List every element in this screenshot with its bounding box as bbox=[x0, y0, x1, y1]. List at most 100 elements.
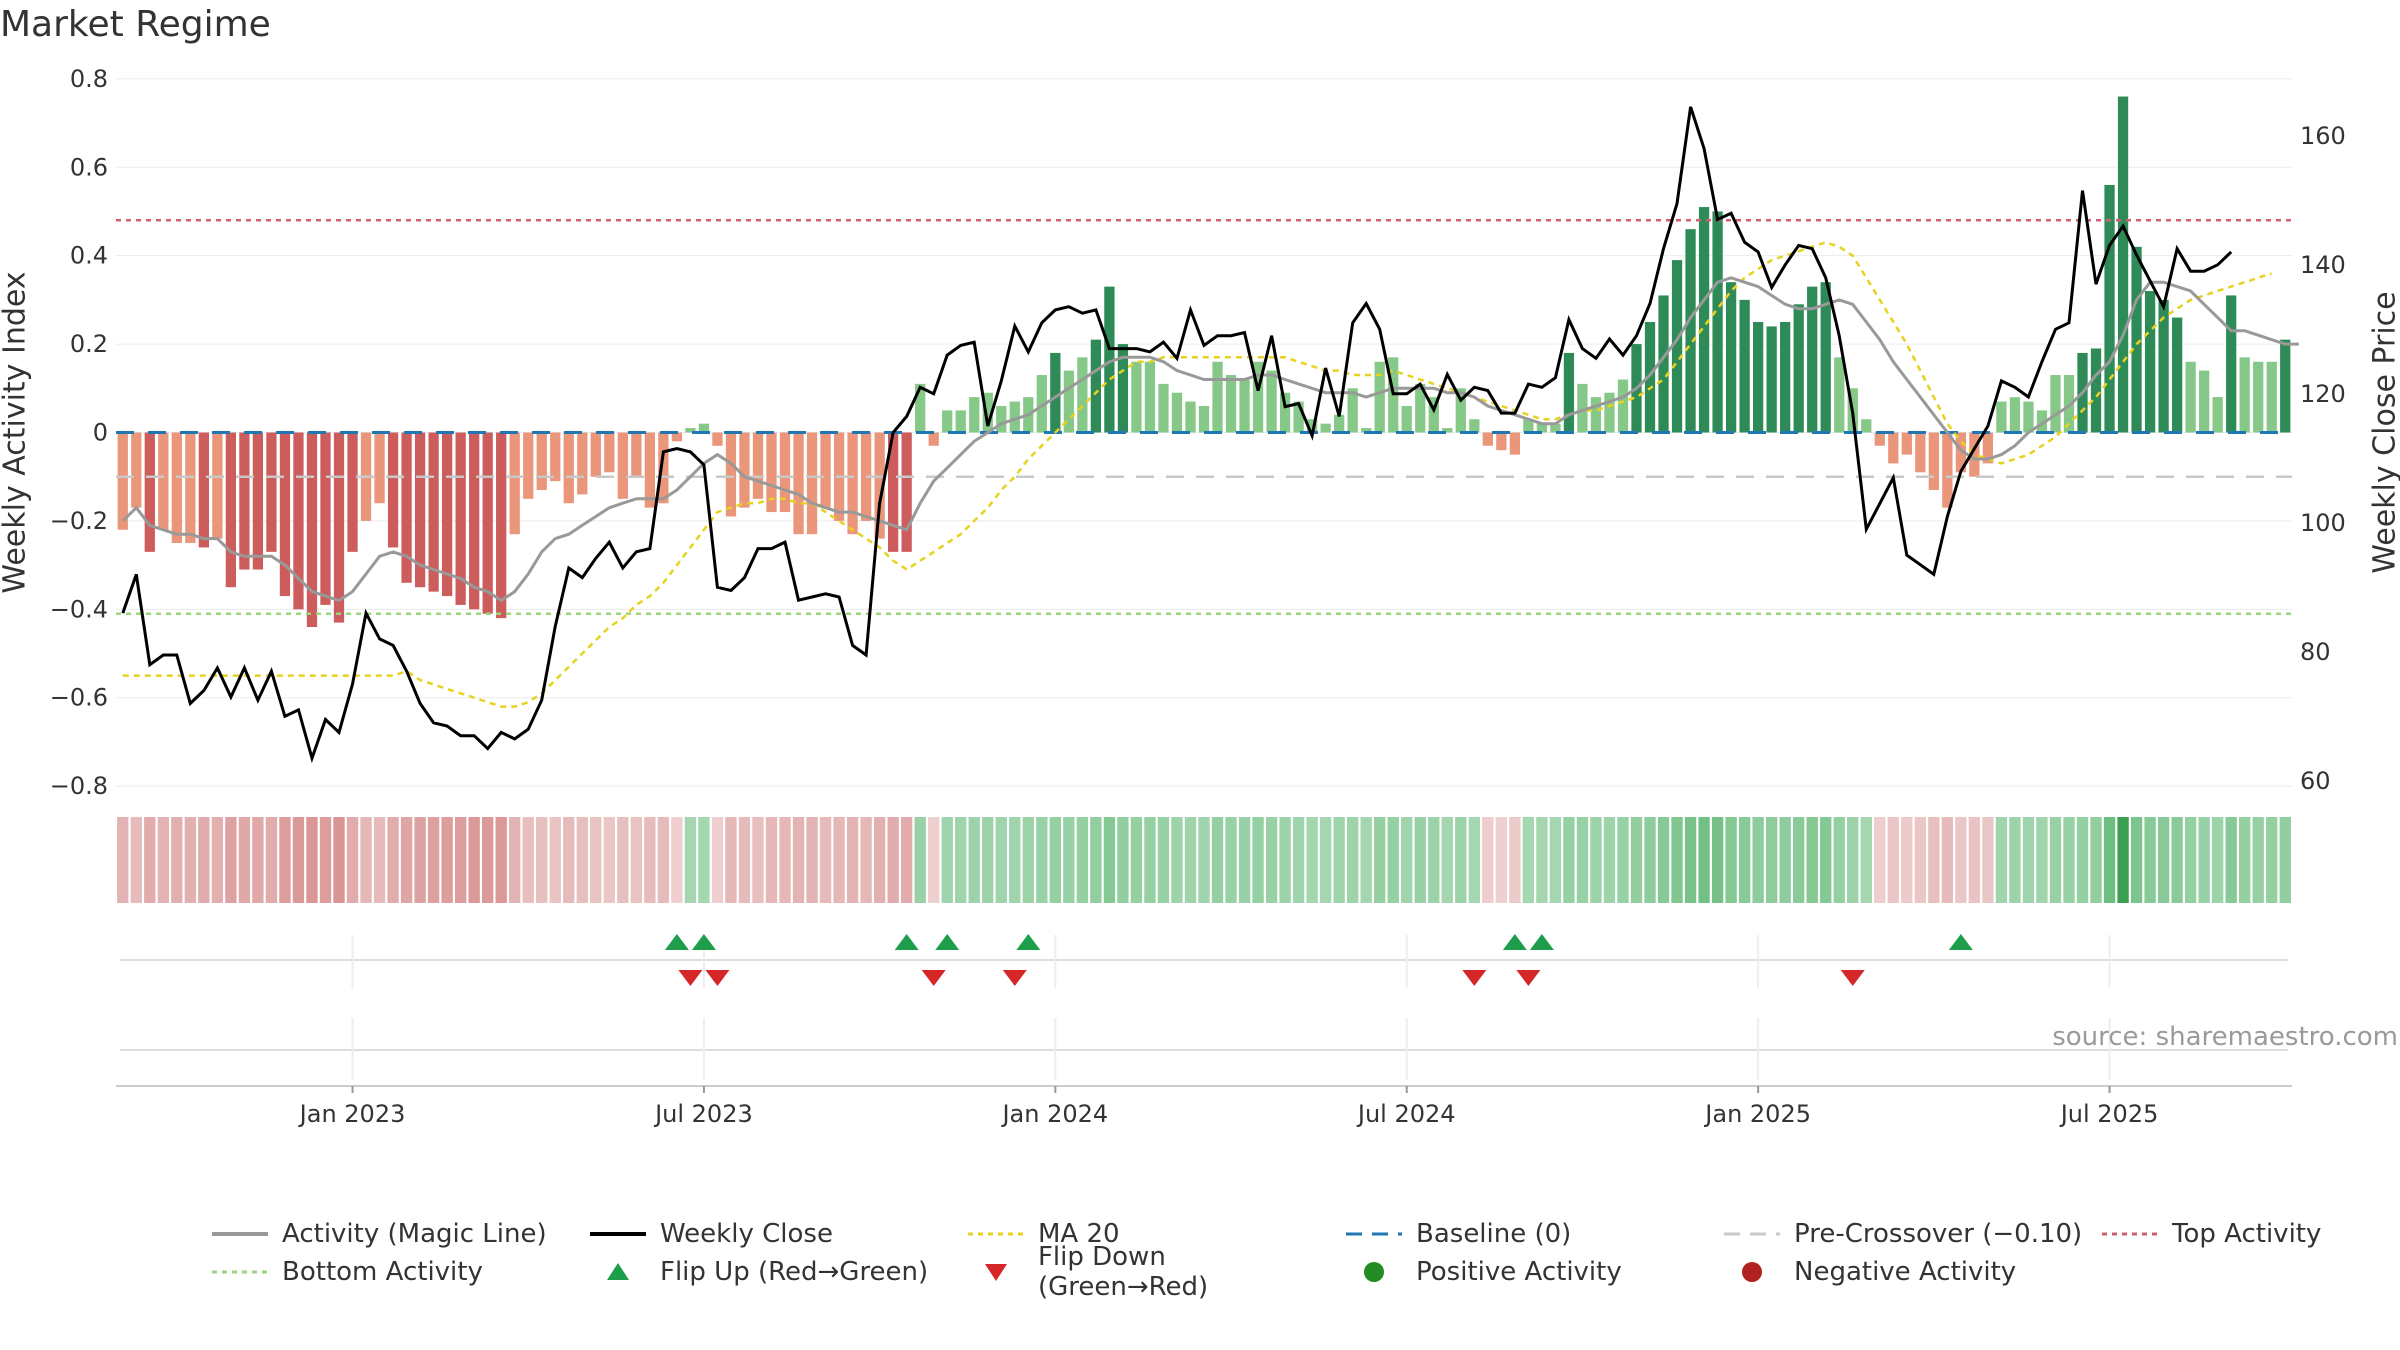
activity-bar bbox=[2131, 246, 2142, 433]
activity-bar bbox=[374, 432, 385, 504]
y2-tick-label: 160 bbox=[2300, 122, 2346, 150]
activity-bar bbox=[1469, 419, 1480, 433]
legend-label: Negative Activity bbox=[1794, 1257, 2017, 1287]
intensity-cell bbox=[265, 817, 278, 903]
activity-bar bbox=[1090, 339, 1102, 433]
activity-bar bbox=[1266, 370, 1277, 433]
flip-up-marker bbox=[1016, 934, 1041, 950]
flip-up-marker bbox=[894, 934, 919, 950]
y-tick-label: 0.8 bbox=[70, 65, 108, 93]
intensity-cell bbox=[1725, 817, 1737, 903]
legend-item-pre-crossover: Pre-Crossover (−0.10) bbox=[1722, 1219, 2100, 1249]
y-tick-label: −0.2 bbox=[50, 507, 108, 535]
intensity-cell bbox=[2252, 817, 2264, 903]
legend-item-flip-down: Flip Down (Green→Red) bbox=[966, 1242, 1344, 1302]
intensity-cell bbox=[536, 817, 548, 903]
legend-item-negative-activity: Negative Activity bbox=[1722, 1257, 2016, 1287]
intensity-cell bbox=[590, 817, 602, 903]
legend-label: Weekly Close bbox=[660, 1219, 833, 1249]
intensity-cell bbox=[238, 817, 251, 903]
activity-bar bbox=[441, 432, 453, 597]
intensity-cell bbox=[454, 817, 467, 903]
activity-bar bbox=[1050, 352, 1061, 433]
intensity-cell bbox=[738, 817, 751, 903]
intensity-cell bbox=[400, 817, 413, 903]
intensity-cell bbox=[1765, 817, 1778, 903]
activity-bar bbox=[1698, 207, 1710, 433]
activity-bar bbox=[1942, 432, 1953, 508]
intensity-cell bbox=[1590, 817, 1602, 903]
chart-title: Market Regime bbox=[0, 4, 271, 45]
activity-bar bbox=[1888, 432, 1899, 464]
activity-bar bbox=[1901, 432, 1912, 455]
activity-bar bbox=[1374, 361, 1385, 433]
legend: Activity (Magic Line) Weekly Close MA 20… bbox=[210, 1215, 2390, 1302]
intensity-cell bbox=[1346, 817, 1359, 903]
activity-bar bbox=[1725, 282, 1737, 433]
activity-bar bbox=[1293, 401, 1304, 433]
activity-bar bbox=[1753, 321, 1764, 433]
activity-bar bbox=[1009, 401, 1020, 433]
intensity-cell bbox=[1252, 817, 1264, 903]
intensity-cell bbox=[1549, 817, 1562, 903]
intensity-cell bbox=[1090, 817, 1102, 903]
intensity-cell bbox=[2198, 817, 2210, 903]
activity-bar bbox=[1577, 383, 1588, 433]
activity-bar bbox=[2023, 401, 2034, 433]
activity-bar bbox=[428, 432, 439, 592]
intensity-cell bbox=[306, 817, 318, 903]
activity-bar bbox=[2253, 361, 2264, 433]
intensity-cell bbox=[333, 817, 345, 903]
intensity-cell bbox=[2184, 817, 2197, 903]
flip-up-marker bbox=[1502, 934, 1527, 950]
activity-bar bbox=[279, 432, 291, 597]
intensity-cell bbox=[684, 817, 697, 903]
y-tick-label: −0.4 bbox=[50, 595, 108, 623]
activity-bar bbox=[2212, 397, 2223, 433]
intensity-cell bbox=[765, 817, 778, 903]
activity-bar bbox=[1874, 432, 1885, 446]
activity-bar bbox=[969, 397, 980, 433]
x-tick-label: Jan 2025 bbox=[1703, 1100, 1811, 1128]
intensity-cell bbox=[2130, 817, 2143, 903]
intensity-cell bbox=[1036, 817, 1048, 903]
activity-bar bbox=[2036, 410, 2048, 433]
flip-up-marker bbox=[1948, 934, 1973, 950]
intensity-cell bbox=[468, 817, 480, 903]
y2-tick-label: 60 bbox=[2300, 767, 2331, 795]
intensity-cell bbox=[1711, 817, 1724, 903]
activity-bar bbox=[387, 432, 399, 548]
activity-bar bbox=[1442, 428, 1453, 433]
intensity-cell bbox=[1414, 817, 1426, 903]
intensity-cell bbox=[1874, 817, 1886, 903]
activity-bar bbox=[1671, 260, 1683, 433]
intensity-cell bbox=[1401, 817, 1413, 903]
intensity-cell bbox=[144, 817, 156, 903]
intensity-cell bbox=[441, 817, 453, 903]
activity-bar bbox=[550, 432, 561, 482]
intensity-cell bbox=[1576, 817, 1589, 903]
activity-bar bbox=[928, 432, 939, 446]
dashed-gray-line-icon bbox=[1724, 1232, 1780, 1236]
legend-label: Bottom Activity bbox=[282, 1257, 483, 1287]
flip-down-marker bbox=[921, 970, 946, 986]
activity-bar bbox=[1685, 229, 1696, 433]
y2-tick-label: 120 bbox=[2300, 380, 2346, 408]
activity-bar bbox=[252, 432, 264, 570]
intensity-cell bbox=[1292, 817, 1305, 903]
activity-bar bbox=[739, 432, 750, 508]
intensity-cell bbox=[941, 817, 953, 903]
intensity-cell bbox=[1847, 817, 1859, 903]
dotted-red-line-icon bbox=[2102, 1232, 2158, 1236]
intensity-cell bbox=[1522, 817, 1535, 903]
activity-bar bbox=[266, 432, 277, 552]
activity-bar bbox=[1550, 423, 1561, 433]
activity-bar bbox=[955, 410, 966, 433]
intensity-cell bbox=[360, 817, 372, 903]
source-note: source: sharemaestro.com bbox=[2052, 1022, 2398, 1052]
activity-bar bbox=[1807, 286, 1818, 433]
intensity-cell bbox=[1306, 817, 1318, 903]
intensity-cell bbox=[1657, 817, 1670, 903]
legend-item-weekly-close: Weekly Close bbox=[588, 1219, 966, 1249]
